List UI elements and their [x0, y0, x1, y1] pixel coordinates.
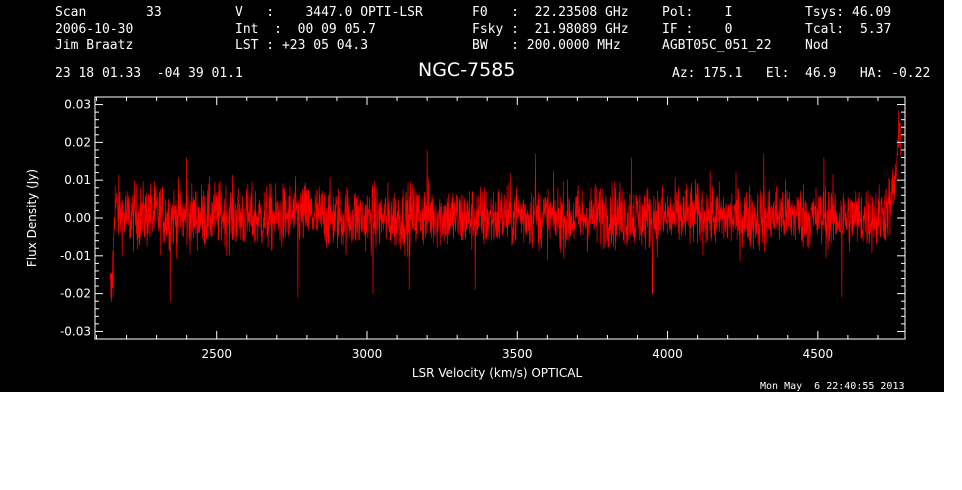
y-tick-label: -0.03 [60, 324, 91, 338]
y-tick-label: 0.03 [64, 98, 91, 112]
x-tick-label: 3000 [352, 347, 383, 361]
x-tick-label: 2500 [201, 347, 232, 361]
y-tick-label: -0.02 [60, 287, 91, 301]
bandwidth-line: BW : 200.0000 MHz [472, 38, 621, 53]
if-line: IF : 0 [662, 22, 733, 37]
integration-line: Int : 00 09 05.7 [235, 22, 376, 37]
x-axis-label: LSR Velocity (km/s) OPTICAL [412, 366, 583, 380]
observer-name: Jim Braatz [55, 38, 134, 53]
series-layer [109, 110, 901, 303]
x-tick-label: 4500 [803, 347, 834, 361]
source-name: NGC-7585 [418, 59, 516, 81]
y-axis-label: Flux Density (Jy) [25, 169, 39, 267]
x-tick-label: 3500 [502, 347, 533, 361]
ticks-layer: 2500 3000 3500 4000 4500 -0.03 -0.02 -0.01 0.00 0… [60, 96, 905, 361]
az-el-ha-line: Az: 175.1 El: 46.9 HA: -0.22 [672, 66, 931, 81]
velocity-line: V : 3447.0 OPTI-LSR [235, 5, 423, 20]
polarization-line: Pol: I [662, 5, 733, 20]
x-tick-label: 4000 [652, 347, 683, 361]
y-tick-label: 0.02 [64, 135, 91, 149]
plot-panel: Scan 33 2006-10-30 Jim Braatz V : 3447.0… [0, 0, 944, 392]
y-tick-label: -0.01 [60, 249, 91, 263]
rest-frequency-line: F0 : 22.23508 GHz [472, 5, 629, 20]
plot-timestamp: Mon May 6 22:40:55 2013 [760, 381, 905, 392]
sky-frequency-line: Fsky : 21.98089 GHz [472, 22, 629, 37]
tsys-label: Tsys: [805, 5, 845, 20]
y-tick-label: 0.01 [64, 173, 91, 187]
tcal-label: Tcal: [805, 22, 845, 37]
scan-value: 33 [146, 5, 162, 20]
y-tick-label: 0.00 [64, 211, 91, 225]
observing-mode: Nod [805, 38, 829, 53]
project-id: AGBT05C_051_22 [662, 38, 772, 53]
lst-line: LST : +23 05 04.3 [235, 38, 369, 53]
tcal-value: 5.37 [860, 22, 892, 37]
source-coordinates: 23 18 01.33 -04 39 01.1 [55, 66, 243, 81]
observation-date: 2006-10-30 [55, 22, 134, 37]
spectrum-chart: 2500 3000 3500 4000 4500 -0.03 -0.02 -0.01 0.00 0… [25, 96, 906, 380]
spectrum-series-line [109, 110, 901, 303]
tsys-value: 46.09 [852, 5, 892, 20]
scan-label: Scan [55, 5, 87, 20]
